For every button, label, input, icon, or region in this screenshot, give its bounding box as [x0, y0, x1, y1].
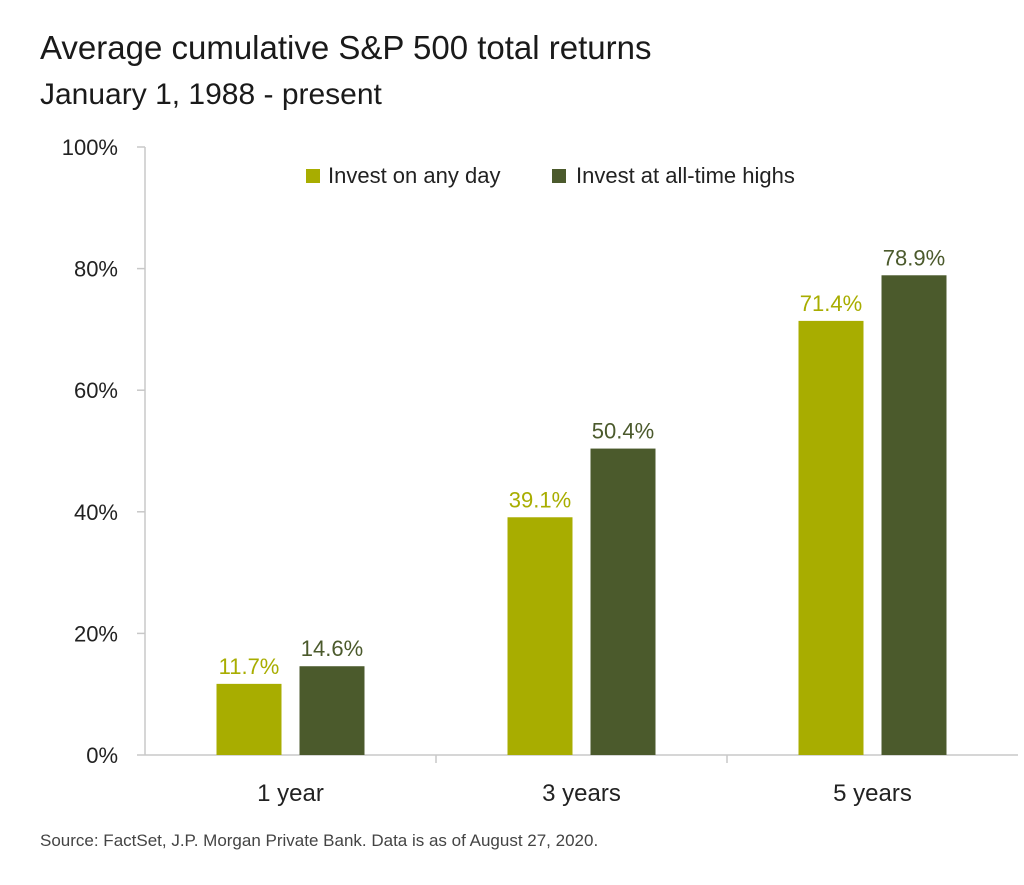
source-footnote: Source: FactSet, J.P. Morgan Private Ban…	[40, 831, 599, 850]
bar-any-day	[507, 517, 573, 755]
legend-swatch	[552, 169, 566, 183]
bar-any-day	[798, 320, 864, 755]
bar-any-day	[216, 683, 282, 755]
chart-title: Average cumulative S&P 500 total returns	[40, 29, 652, 66]
y-tick-label: 0%	[86, 743, 118, 768]
data-label: 39.1%	[509, 487, 571, 512]
y-tick-label: 60%	[74, 378, 118, 403]
data-label: 50.4%	[592, 419, 654, 444]
x-category-label: 1 year	[257, 780, 324, 807]
data-label: 78.9%	[883, 245, 945, 270]
chart-subtitle: January 1, 1988 - present	[40, 78, 382, 111]
data-label: 11.7%	[219, 654, 280, 679]
legend-label: Invest at all-time highs	[576, 163, 795, 188]
y-tick-label: 40%	[74, 500, 118, 525]
bar-all-time-highs	[881, 275, 947, 755]
data-label: 14.6%	[301, 636, 363, 661]
y-tick-label: 100%	[62, 135, 118, 160]
y-tick-label: 20%	[74, 621, 118, 646]
legend-label: Invest on any day	[328, 163, 500, 188]
y-tick-label: 80%	[74, 257, 118, 282]
x-category-label: 5 years	[833, 780, 912, 807]
bar-all-time-highs	[299, 666, 365, 755]
data-label: 71.4%	[800, 291, 862, 316]
legend-swatch	[306, 169, 320, 183]
bar-all-time-highs	[590, 448, 656, 755]
x-category-label: 3 years	[542, 780, 621, 807]
